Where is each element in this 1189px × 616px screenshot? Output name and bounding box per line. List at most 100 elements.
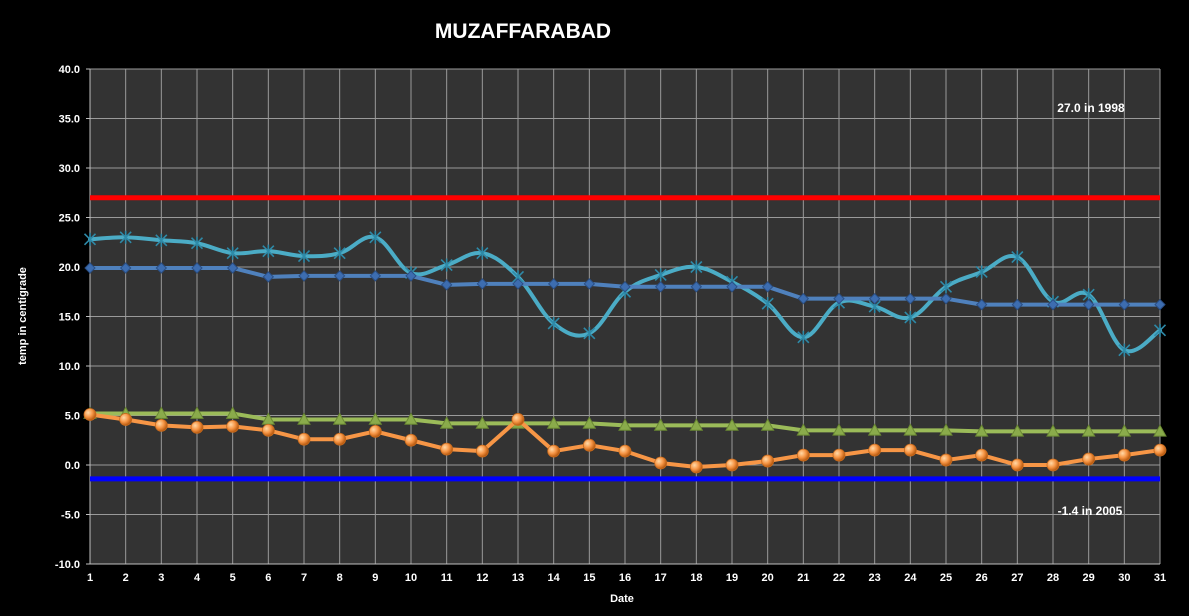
y-tick-label: 10.0 [59,361,80,373]
x-tick-label: 25 [940,572,952,584]
y-tick-label: -5.0 [61,510,80,522]
series-3-point [1046,424,1060,437]
x-tick-label: 31 [1154,572,1166,584]
series-4-point [903,443,917,457]
series-3-point [903,423,918,436]
series-2-point [940,292,952,305]
series-2-point [904,292,917,305]
series-4-point [261,423,275,437]
series-4-point [618,444,632,458]
y-tick-label: 15.0 [59,312,80,324]
series-3-point [154,406,169,419]
x-tick-label: 27 [1011,572,1023,584]
series-4-point [547,444,561,458]
series-2-point [1154,298,1166,311]
x-tick-label: 1 [87,572,93,584]
series-2-point [333,270,346,282]
x-axis-title: Date [610,593,634,605]
x-tick-label: 23 [869,572,881,584]
x-tick-label: 15 [583,572,595,584]
x-tick-label: 24 [904,572,917,584]
x-tick-label: 10 [405,572,417,584]
x-tick-label: 13 [512,572,524,584]
series-2-point [119,262,132,274]
series-3-point [225,406,240,419]
y-tick-label: 40.0 [59,64,80,76]
series-2-point [797,292,810,305]
series-1-point [262,244,275,258]
series-3-point [297,412,311,425]
x-tick-label: 29 [1083,572,1095,584]
series-1-point [1153,323,1167,337]
series-4-point [1082,452,1096,466]
series-2-point [619,281,631,293]
series-1-point [690,260,703,274]
x-tick-label: 17 [655,572,667,584]
series-4-point [226,419,240,433]
series-2-point [512,278,524,290]
series-3-point [582,416,597,429]
series-1-point [369,230,382,244]
series-4-point [190,420,204,434]
series-1-point [1118,343,1131,357]
series-1-point [654,268,667,282]
series-2-point [868,292,881,305]
series-4-point [582,438,596,452]
series-2-point [1082,298,1095,311]
series-1-point [904,310,917,324]
series-3-point [867,423,882,436]
series-4-point [154,418,168,432]
series-1-point [190,236,204,250]
series-4-point [725,458,739,472]
reference-label-min: -1.4 in 2005 [1058,504,1123,518]
series-3-point [618,418,632,431]
series-3-point [939,423,953,436]
y-axis-title: temp in centigrade [17,267,29,365]
series-3-point [974,424,989,437]
series-1-point [476,246,489,260]
series-4-point [761,454,775,468]
y-tick-label: 30.0 [59,163,80,175]
series-2-point [1011,298,1024,311]
series-3-point [475,416,490,429]
series-1-point [226,246,239,260]
series-1-point [761,297,774,311]
series-2-point [226,262,239,274]
x-tick-label: 9 [372,572,378,584]
x-tick-label: 26 [976,572,988,584]
series-1-point [547,316,560,330]
series-1-point [1011,250,1024,264]
series-2-point [369,270,382,282]
x-tick-label: 7 [301,572,307,584]
series-2-point [476,278,489,290]
series-3-point [1153,424,1167,437]
y-tick-label: 25.0 [59,213,80,225]
series-4-point [297,432,311,446]
series-4-point [939,453,953,467]
series-4-point [654,456,668,470]
series-3-point [653,418,668,431]
x-tick-label: 20 [762,572,774,584]
series-1-point [333,246,346,260]
x-tick-label: 8 [337,572,343,584]
series-3-point [439,416,454,429]
series-4-point [796,448,810,462]
x-tick-label: 6 [265,572,271,584]
series-3-point [546,416,561,429]
series-4-point [868,443,882,457]
series-4-point [368,424,382,438]
series-2-point [155,262,168,274]
series-2-point [690,281,703,293]
series-2-point [1047,298,1059,311]
series-3-point [1010,424,1025,437]
series-2-point [84,262,96,274]
series-3-point [368,412,383,425]
y-tick-label: 0.0 [65,460,80,472]
series-3-point [1081,424,1096,437]
series-1-point [975,265,988,279]
x-tick-label: 22 [833,572,845,584]
series-2-point [440,279,453,291]
x-tick-label: 11 [441,572,453,584]
